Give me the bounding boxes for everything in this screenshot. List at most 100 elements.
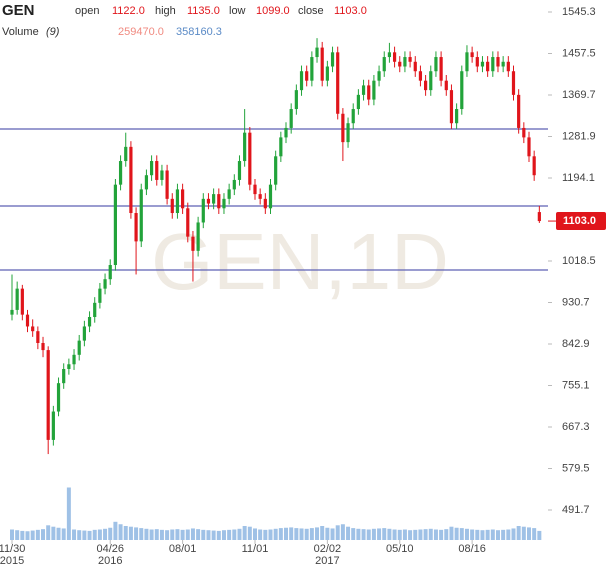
volume-bar — [46, 525, 51, 540]
candle-body — [93, 302, 97, 318]
candle-body — [15, 288, 19, 310]
y-tick-label: 579.5 — [562, 462, 590, 474]
volume-bar — [252, 528, 257, 540]
candle-body — [186, 208, 190, 237]
candle-body — [527, 137, 531, 157]
candle-body — [113, 184, 117, 266]
header-field-label: low — [229, 5, 246, 17]
volume-bar — [87, 530, 92, 540]
volume-bar — [139, 528, 144, 540]
volume-bar — [30, 530, 35, 540]
candle-body — [124, 146, 128, 162]
candle-body — [372, 80, 376, 100]
candle-body — [36, 331, 40, 344]
header-field-label: close — [298, 5, 324, 17]
symbol: GEN — [2, 2, 35, 19]
candle-body — [284, 127, 288, 138]
candle-body — [201, 198, 205, 223]
candle-body — [10, 309, 14, 315]
volume-bar — [227, 529, 232, 540]
volume-bar — [408, 530, 413, 540]
volume-bar — [335, 525, 340, 540]
volume-bar — [82, 530, 87, 540]
candle-body — [382, 57, 386, 72]
candle-body — [392, 52, 397, 62]
volume-bar — [180, 529, 185, 540]
y-tick-label: 1545.3 — [562, 6, 596, 18]
volume-bar — [154, 529, 159, 540]
candle-body — [506, 61, 510, 72]
x-year-label: 2015 — [0, 555, 24, 567]
volume-bar — [351, 528, 356, 540]
header-field-value: 1103.0 — [334, 5, 367, 17]
volume-bar — [237, 528, 242, 540]
candle-body — [341, 113, 345, 143]
volume-bar — [108, 527, 113, 540]
candle-body — [274, 156, 278, 185]
volume-bar — [527, 527, 531, 540]
candle-body — [160, 170, 164, 180]
volume-bar — [273, 528, 278, 540]
x-tick-label: 08/01 — [169, 543, 197, 555]
candle-body — [444, 80, 448, 91]
candle-body — [424, 80, 428, 91]
x-tick-label: 04/26 — [96, 543, 124, 555]
volume-bar — [144, 528, 149, 540]
volume-bar — [320, 526, 325, 540]
y-tick-label: 1018.5 — [562, 255, 596, 267]
candle-body — [191, 236, 195, 251]
y-tick-label: 1369.7 — [562, 89, 596, 101]
candle-body — [103, 279, 107, 289]
candle-body — [149, 161, 154, 176]
candle-body — [310, 57, 314, 81]
volume-bar — [325, 527, 330, 540]
volume-ma-value: 358160.3 — [176, 26, 222, 38]
candle-body — [31, 326, 35, 332]
volume-bar — [480, 530, 485, 540]
candle-body — [460, 71, 464, 110]
watermark: GEN,1D — [151, 217, 449, 306]
volume-bar — [97, 529, 102, 540]
volume-bar — [495, 530, 500, 540]
volume-bar — [268, 529, 273, 540]
header-field-value: 1099.0 — [256, 5, 290, 17]
volume-bar — [216, 530, 221, 540]
candle-body — [429, 71, 433, 91]
volume-bar — [485, 529, 490, 540]
volume-bar — [501, 529, 506, 540]
volume-bar — [41, 529, 46, 540]
volume-bar — [20, 530, 25, 540]
candle-body — [279, 137, 283, 157]
volume-bar — [201, 529, 206, 540]
candle-body — [77, 340, 81, 355]
x-year-label: 2016 — [98, 555, 122, 567]
candle-body — [367, 85, 371, 100]
volume-bar — [366, 529, 371, 540]
candle-body — [263, 198, 267, 209]
volume-bar — [340, 524, 345, 540]
volume-bar — [284, 527, 289, 540]
volume-bar — [444, 529, 449, 540]
volume-bar — [413, 529, 418, 540]
candle-body — [356, 94, 360, 110]
volume-bar — [428, 528, 433, 540]
volume-bar — [134, 527, 139, 540]
volume-value: 259470.0 — [118, 26, 164, 38]
candle-body — [41, 343, 45, 351]
candle-body — [129, 146, 133, 214]
volume-bar — [206, 530, 211, 540]
volume-bar — [242, 526, 247, 540]
volume-bar — [521, 526, 526, 540]
candle-body — [475, 57, 479, 67]
x-tick-label: 02/02 — [314, 543, 342, 555]
x-tick-label: 11/30 — [0, 543, 25, 555]
candle-body — [243, 132, 247, 162]
y-tick-label: 1194.1 — [562, 172, 595, 184]
last-price-box — [556, 212, 606, 231]
candle-body — [206, 198, 211, 204]
candle-body — [134, 213, 138, 242]
candle-body — [46, 350, 50, 440]
volume-bar — [289, 527, 294, 540]
candle-body — [155, 161, 159, 180]
volume-bar — [278, 528, 283, 540]
